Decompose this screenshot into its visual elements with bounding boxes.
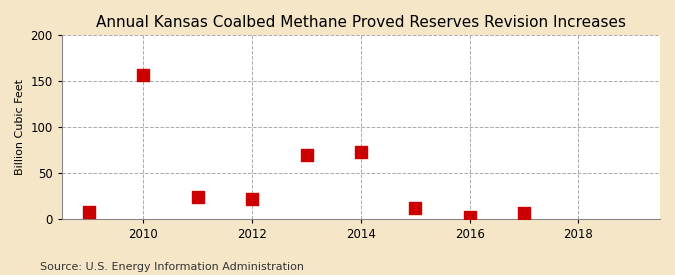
Point	[356, 150, 367, 154]
Text: Source: U.S. Energy Information Administration: Source: U.S. Energy Information Administ…	[40, 262, 304, 272]
Point	[192, 194, 203, 199]
Point	[138, 73, 148, 77]
Point	[410, 205, 421, 210]
Y-axis label: Billion Cubic Feet: Billion Cubic Feet	[15, 79, 25, 175]
Point	[84, 210, 95, 214]
Point	[301, 152, 312, 157]
Point	[518, 211, 529, 215]
Title: Annual Kansas Coalbed Methane Proved Reserves Revision Increases: Annual Kansas Coalbed Methane Proved Res…	[96, 15, 626, 30]
Point	[464, 215, 475, 219]
Point	[247, 197, 258, 202]
